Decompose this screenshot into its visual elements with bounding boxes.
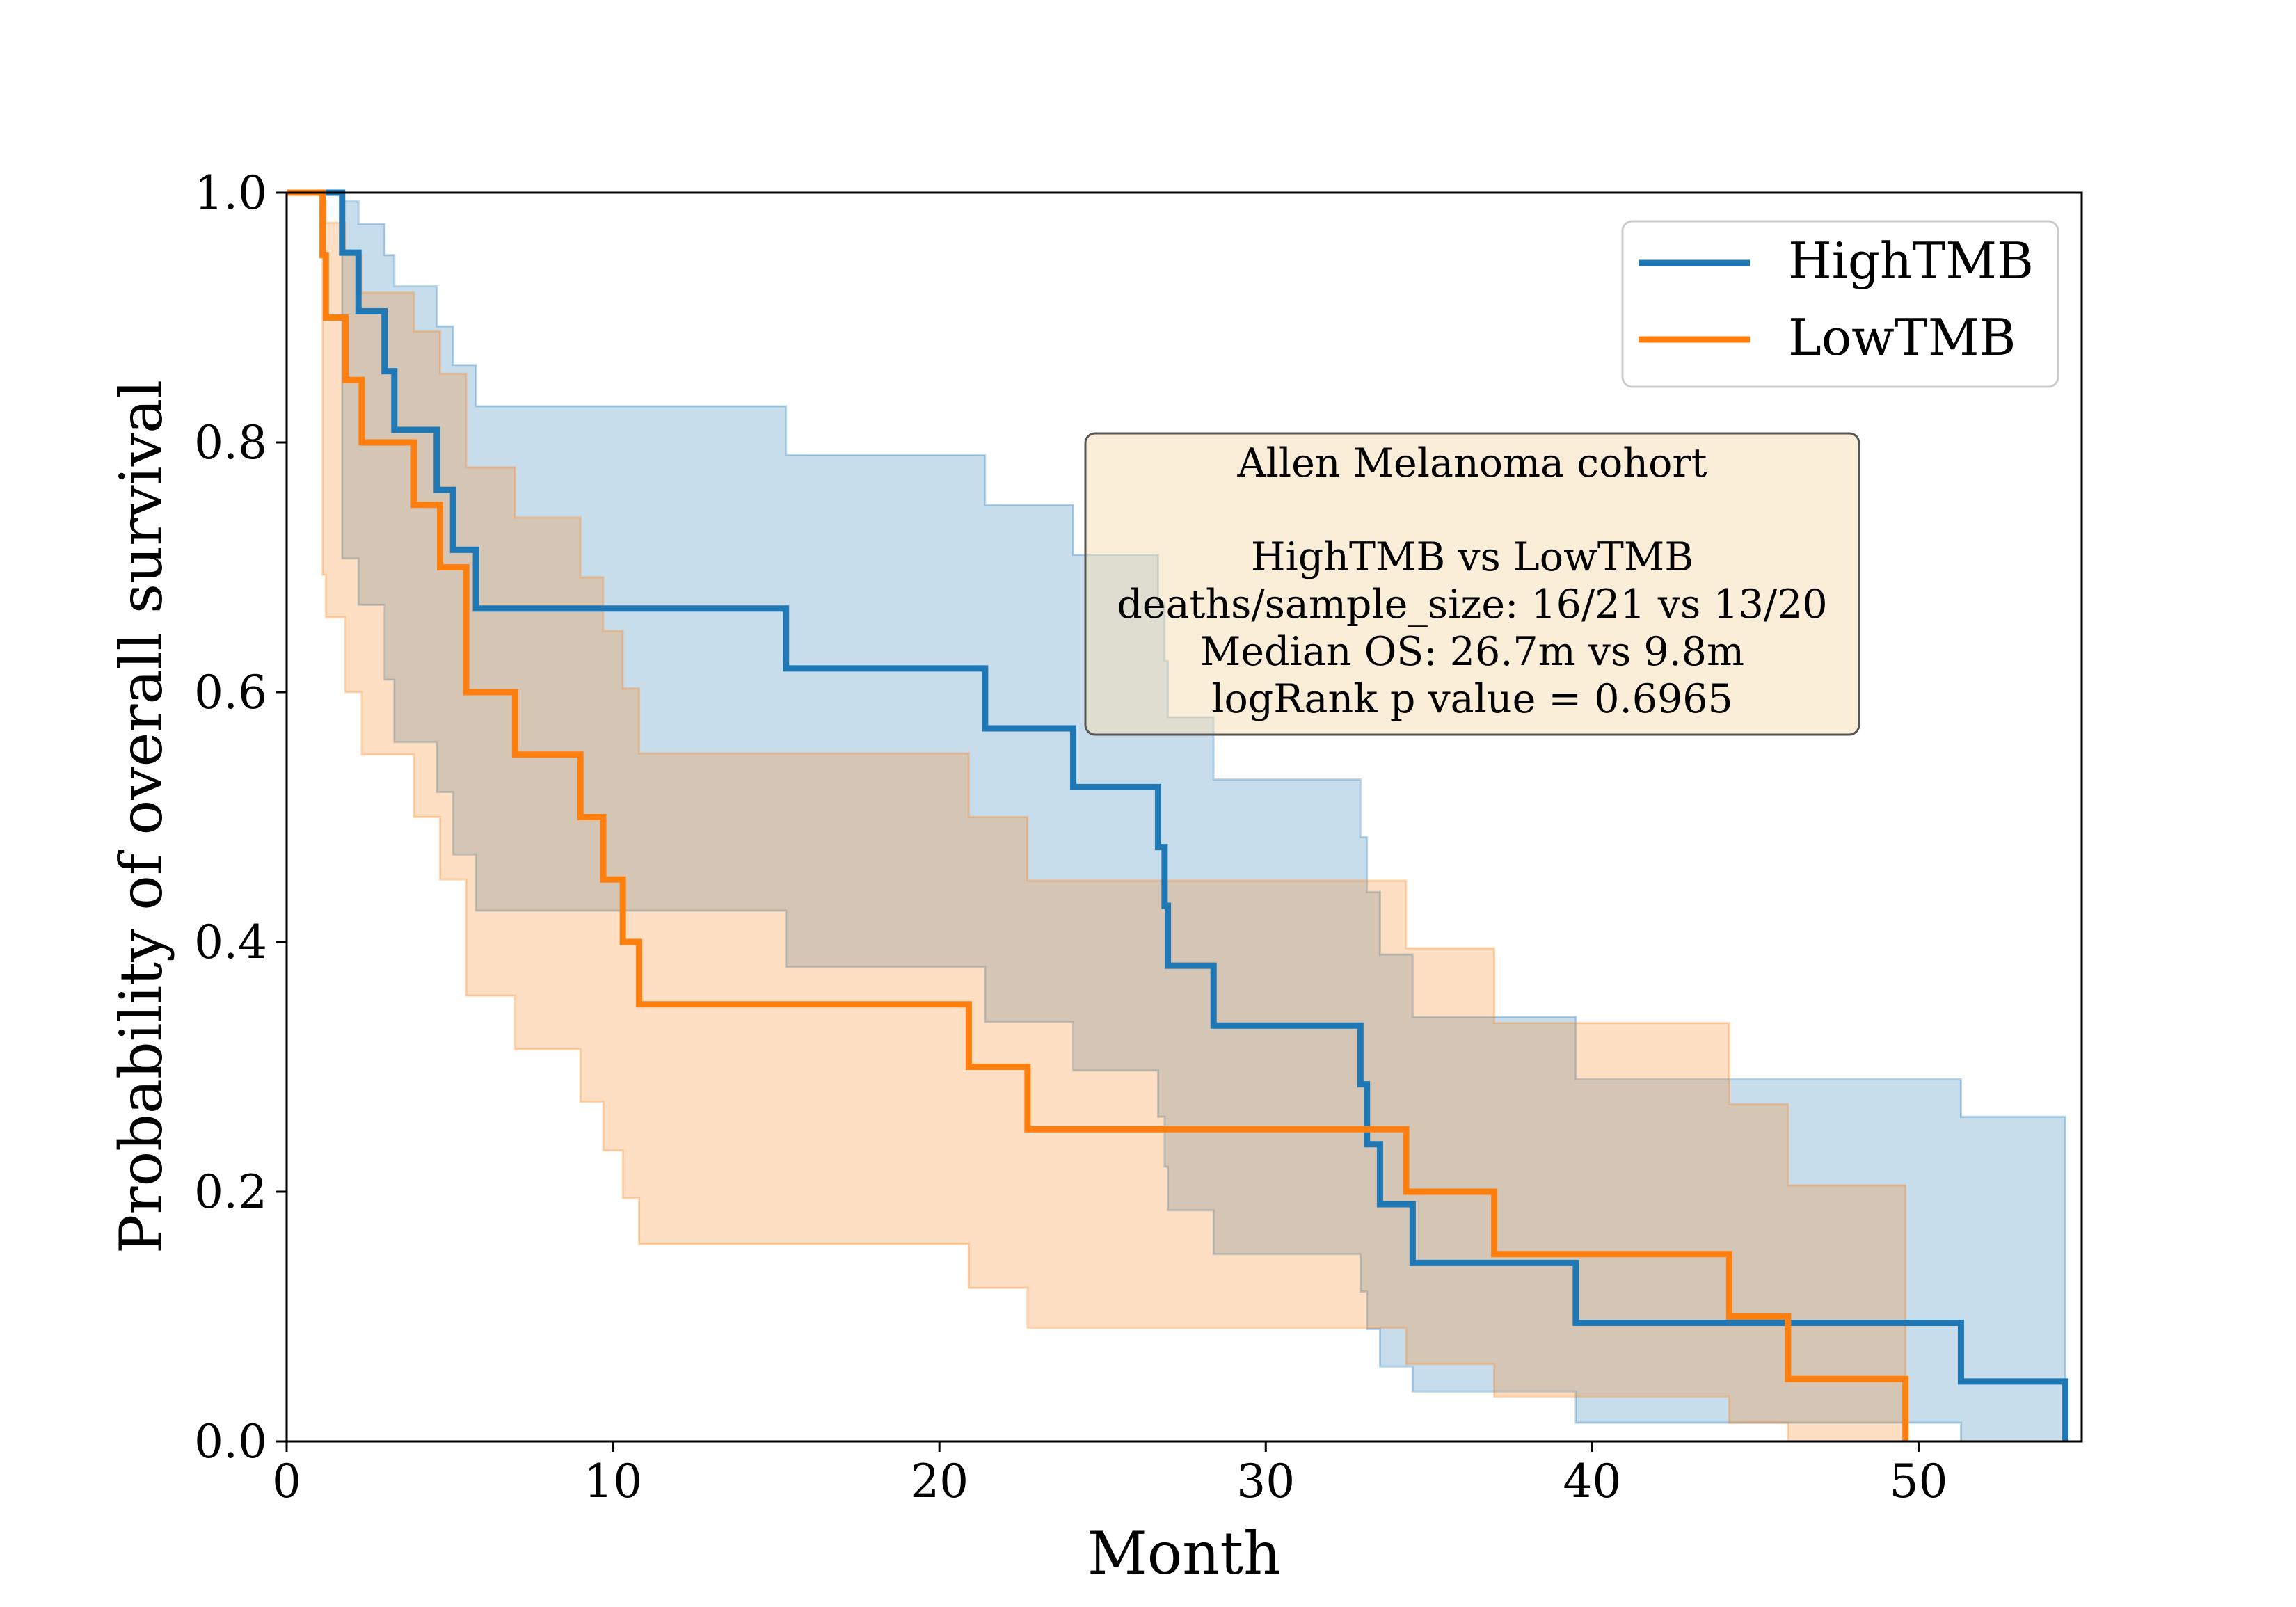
annotation-line-3: Median OS: 26.7m vs 9.8m [1200, 629, 1744, 675]
x-tick-label: 20 [910, 1455, 968, 1508]
y-tick-label: 0.2 [194, 1165, 267, 1219]
y-tick-label: 0.4 [194, 916, 267, 969]
annotation-line-1: HighTMB vs LowTMB [1251, 534, 1693, 580]
annotation-line-2: deaths/sample_size: 16/21 vs 13/20 [1117, 582, 1827, 627]
legend-label-lowtmb: LowTMB [1788, 308, 2016, 367]
ci-band-lowtmb [287, 191, 1907, 1443]
y-tick-label: 0.0 [194, 1415, 267, 1469]
stats-annotation: Allen Melanoma cohort HighTMB vs LowTMB … [1084, 432, 1860, 736]
annotation-line-4: logRank p value = 0.6965 [1211, 676, 1733, 722]
x-tick-label: 40 [1563, 1455, 1621, 1508]
plot-area [287, 189, 2069, 1443]
y-tick-label: 0.6 [194, 666, 267, 719]
ci-band-hightmb [287, 191, 2067, 1443]
annotation-box [1084, 432, 1860, 736]
legend: HighTMB LowTMB [1621, 220, 2059, 388]
x-tick-label: 10 [584, 1455, 642, 1508]
x-tick-label: 0 [272, 1455, 301, 1508]
y-tick-label: 0.8 [194, 416, 267, 470]
x-tick-label: 30 [1236, 1455, 1295, 1508]
survival-line-lowtmb [287, 189, 1909, 1441]
axis-ticks: 0 10 20 30 40 50 0.0 0.2 0.4 0.6 0.8 1.0 [194, 166, 1947, 1508]
plot-frame [285, 191, 2083, 1443]
y-tick-label: 1.0 [194, 166, 267, 220]
y-axis-title: Probability of overall survival [107, 380, 175, 1254]
x-axis-title: Month [1087, 1519, 1282, 1588]
survival-line-hightmb [287, 189, 2069, 1441]
annotation-title: Allen Melanoma cohort [1236, 440, 1707, 486]
x-tick-label: 50 [1889, 1455, 1947, 1508]
legend-label-hightmb: HighTMB [1788, 232, 2034, 290]
